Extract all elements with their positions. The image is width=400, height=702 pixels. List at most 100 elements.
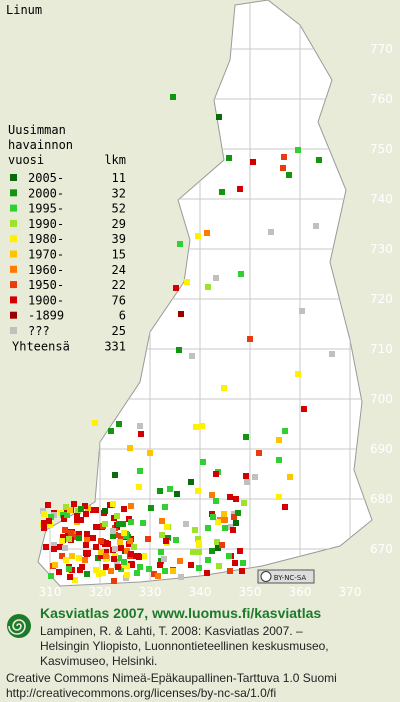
occurrence bbox=[63, 557, 69, 563]
occurrence bbox=[196, 549, 202, 555]
occurrence bbox=[276, 437, 282, 443]
map-title: Linum bbox=[6, 3, 42, 17]
legend-count: 25 bbox=[112, 324, 126, 338]
occurrence bbox=[76, 531, 82, 537]
legend-count: 22 bbox=[112, 278, 126, 292]
occurrence bbox=[216, 563, 222, 569]
legend-count: 32 bbox=[112, 186, 126, 200]
occurrence bbox=[66, 566, 72, 572]
occurrence bbox=[282, 428, 288, 434]
occurrence bbox=[134, 570, 140, 576]
occurrence bbox=[215, 519, 221, 525]
occurrence bbox=[78, 506, 84, 512]
occurrence bbox=[110, 533, 116, 539]
occurrence bbox=[56, 569, 62, 575]
occurrence bbox=[157, 488, 163, 494]
occurrence bbox=[189, 353, 195, 359]
axis-labels: 770 760 750 740 730 720 710 700 690 680 670 310 320 3… bbox=[39, 42, 393, 599]
occurrence bbox=[232, 560, 238, 566]
occurrence bbox=[100, 570, 106, 576]
occurrence bbox=[177, 558, 183, 564]
legend-swatch bbox=[10, 235, 17, 243]
east-label: 370 bbox=[339, 585, 362, 599]
occurrence bbox=[124, 548, 130, 554]
legend-label: 1900- bbox=[28, 293, 64, 307]
occurrence bbox=[231, 514, 237, 520]
occurrence bbox=[138, 431, 144, 437]
occurrence bbox=[57, 544, 63, 550]
legend-heading: Uusimman bbox=[8, 123, 66, 137]
occurrence bbox=[62, 527, 68, 533]
occurrence bbox=[45, 502, 51, 508]
occurrence bbox=[195, 536, 201, 542]
occurrence bbox=[51, 546, 57, 552]
occurrence bbox=[151, 571, 157, 577]
occurrence bbox=[276, 457, 282, 463]
legend-label: 2005- bbox=[28, 171, 64, 185]
occurrence bbox=[247, 336, 253, 342]
occurrence bbox=[137, 468, 143, 474]
occurrence bbox=[110, 501, 116, 507]
occurrence bbox=[244, 479, 250, 485]
occurrence bbox=[84, 571, 90, 577]
legend-swatch bbox=[10, 265, 17, 273]
occurrence bbox=[116, 421, 122, 427]
legend-count: 24 bbox=[112, 263, 126, 277]
license-badge: BY-NC-SA bbox=[257, 569, 315, 584]
occurrence bbox=[282, 504, 288, 510]
occurrence bbox=[136, 554, 142, 560]
license-line: Creative Commons Nimeä-Epäkaupallinen-Ta… bbox=[6, 671, 337, 685]
north-label: 770 bbox=[370, 42, 393, 56]
occurrence bbox=[227, 494, 233, 500]
occurrence bbox=[205, 557, 211, 563]
occurrence bbox=[145, 536, 151, 542]
occurrence bbox=[103, 549, 109, 555]
occurrence bbox=[256, 450, 262, 456]
occurrence bbox=[276, 494, 282, 500]
occurrence bbox=[121, 530, 127, 536]
occurrence bbox=[233, 496, 239, 502]
occurrence bbox=[93, 524, 99, 530]
legend-label: 1990- bbox=[28, 217, 64, 231]
occurrence bbox=[47, 522, 53, 528]
legend-heading: vuosi bbox=[8, 153, 44, 167]
legend-label: 1970- bbox=[28, 248, 64, 262]
occurrence bbox=[121, 559, 127, 565]
occurrence bbox=[184, 279, 190, 285]
legend-count: 29 bbox=[112, 217, 126, 231]
occurrence bbox=[239, 568, 245, 574]
finland-outline bbox=[37, 0, 373, 587]
legend-count: 39 bbox=[112, 232, 126, 246]
occurrence bbox=[112, 546, 118, 552]
occurrence bbox=[74, 517, 80, 523]
occurrence bbox=[69, 553, 75, 559]
occurrence bbox=[84, 536, 90, 542]
occurrence bbox=[74, 513, 80, 519]
legend-swatch bbox=[10, 296, 17, 304]
legend-label: 1950- bbox=[28, 278, 64, 292]
legend-count: 6 bbox=[119, 309, 126, 323]
occurrence bbox=[205, 284, 211, 290]
occurrence bbox=[108, 568, 114, 574]
occurrence bbox=[268, 229, 274, 235]
occurrence bbox=[159, 532, 165, 538]
occurrence bbox=[83, 550, 89, 556]
occurrence bbox=[227, 568, 233, 574]
legend-label: 2000- bbox=[28, 186, 64, 200]
occurrence bbox=[117, 539, 123, 545]
occurrence bbox=[71, 501, 77, 507]
occurrence bbox=[124, 572, 130, 578]
occurrence bbox=[237, 186, 243, 192]
occurrence bbox=[82, 503, 88, 509]
occurrence bbox=[299, 308, 305, 314]
legend-label: 1960- bbox=[28, 263, 64, 277]
occurrence bbox=[131, 544, 137, 550]
occurrence bbox=[93, 567, 99, 573]
occurrence bbox=[157, 562, 163, 568]
occurrence bbox=[127, 538, 133, 544]
occurrence bbox=[82, 557, 88, 563]
occurrence bbox=[199, 423, 205, 429]
occurrence bbox=[213, 498, 219, 504]
